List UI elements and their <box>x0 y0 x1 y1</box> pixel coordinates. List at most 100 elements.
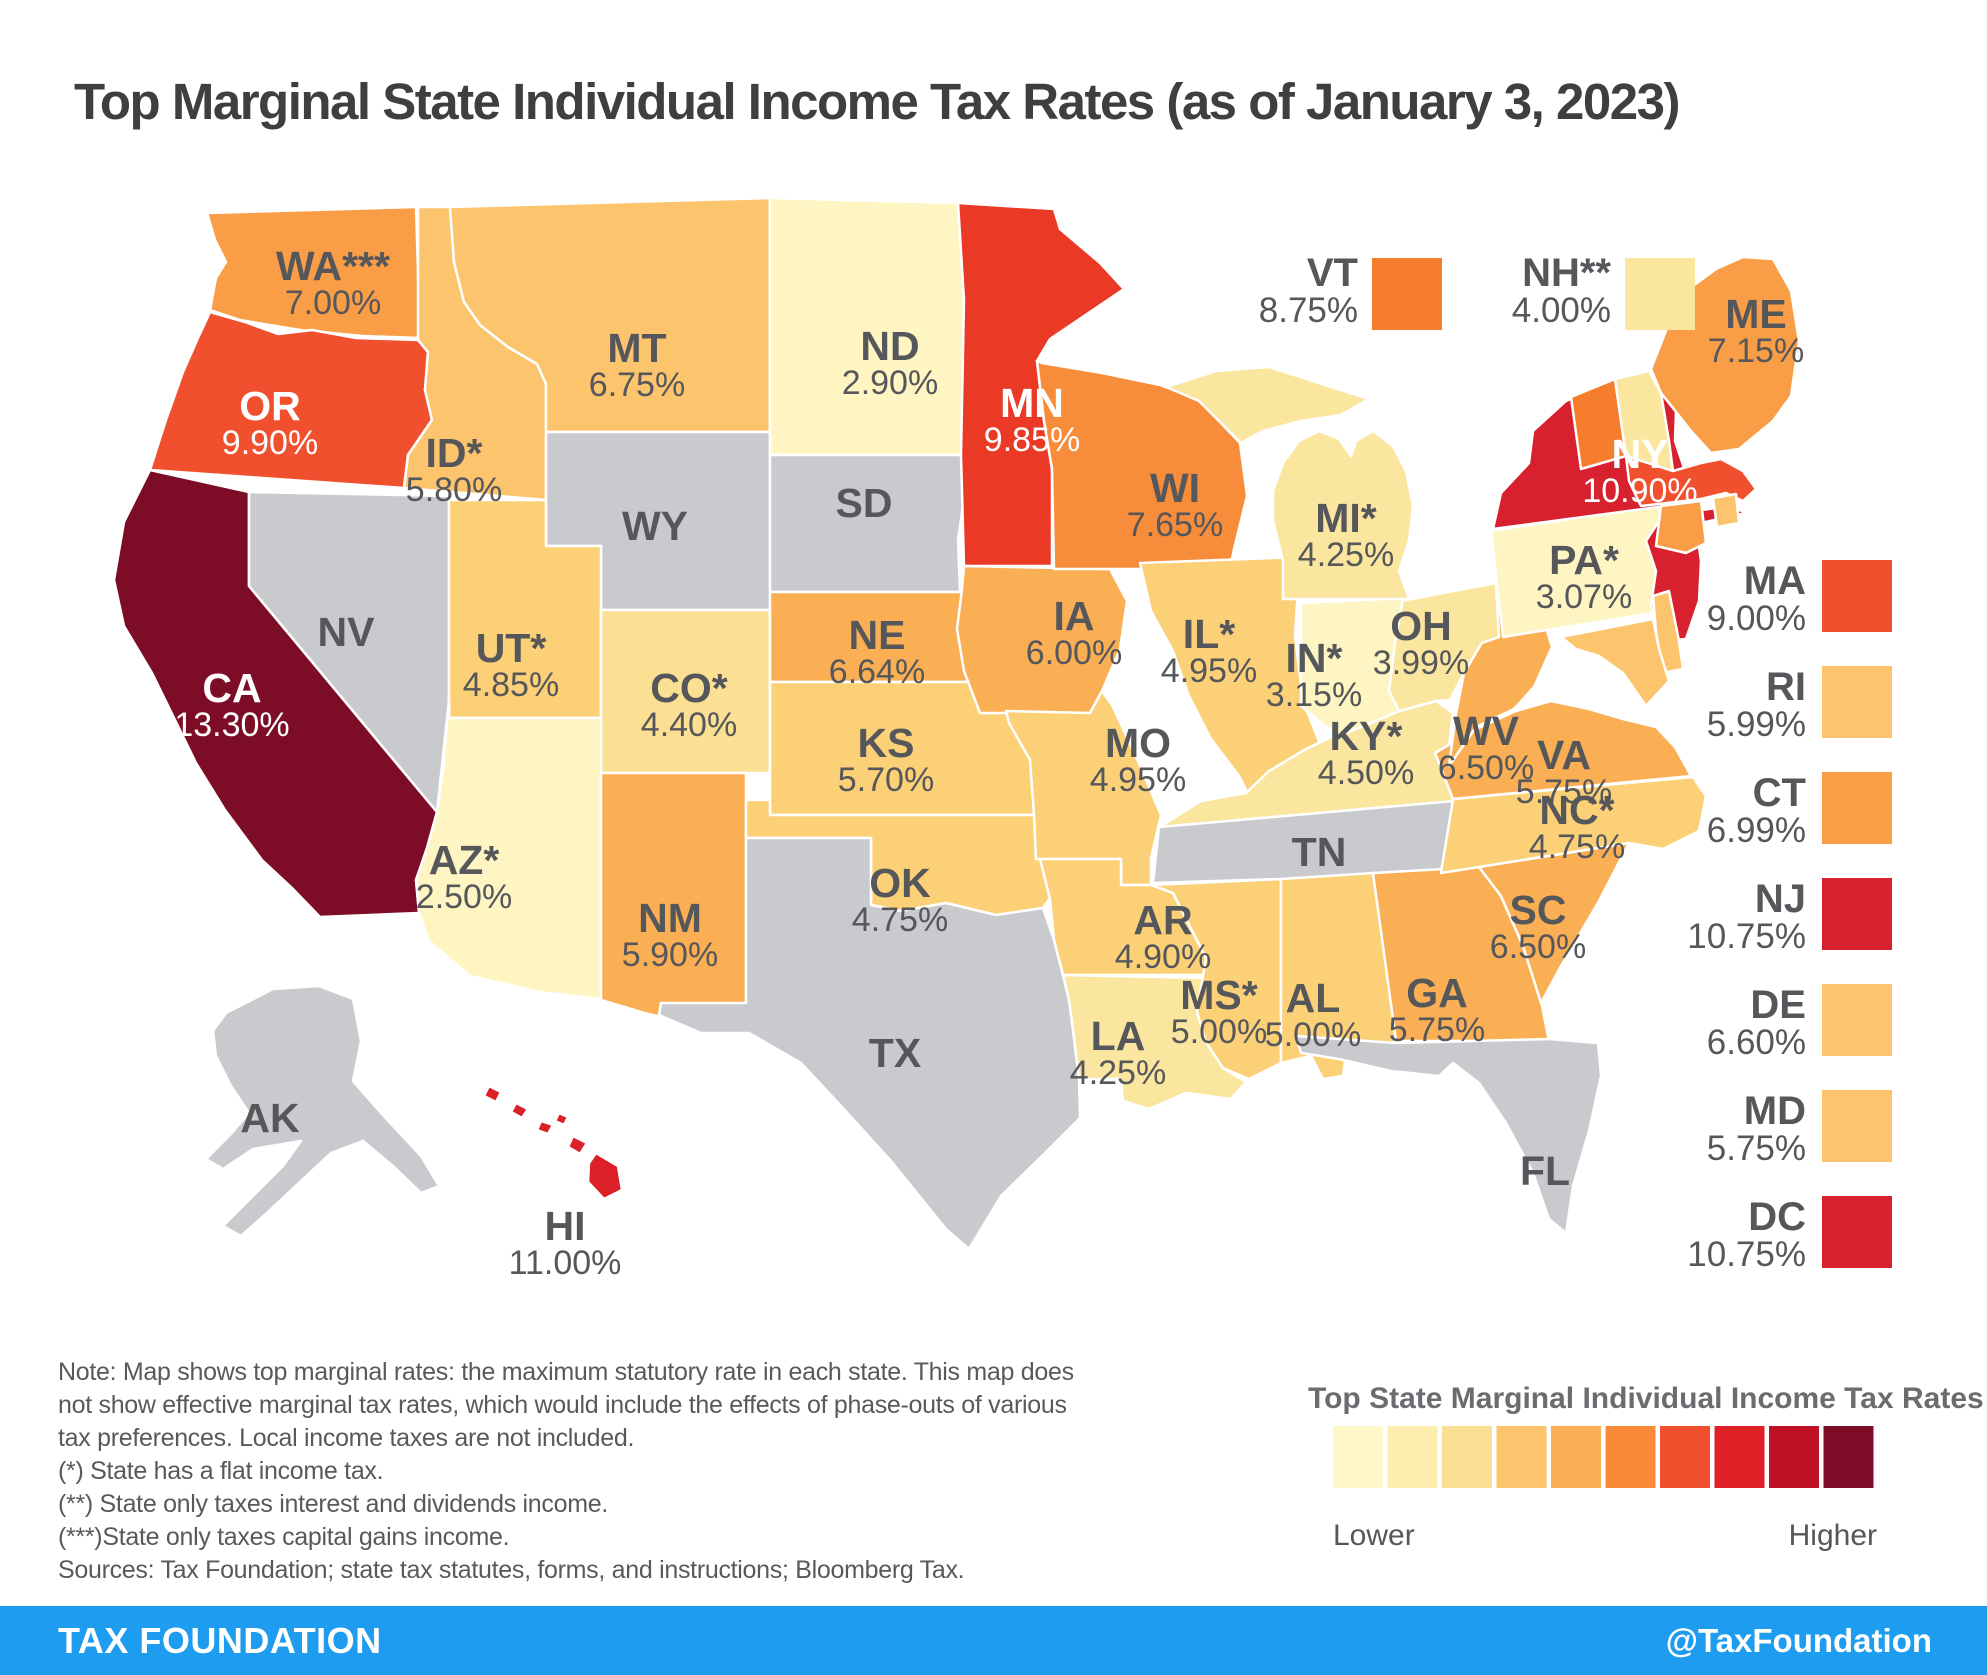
legend-nh-rate: 4.00% <box>1512 291 1611 330</box>
label-sd: SD <box>836 480 893 526</box>
rate-va: 5.75% <box>1516 773 1612 811</box>
label-wv: WV <box>1453 708 1520 754</box>
gradient-swatch-1 <box>1333 1426 1383 1488</box>
label-ny: NY <box>1612 431 1669 477</box>
gradient-lower-label: Lower <box>1333 1519 1415 1552</box>
label-ga: GA <box>1406 970 1468 1016</box>
rate-nc: 4.75% <box>1529 828 1625 866</box>
legend-md-label: MD <box>1744 1089 1806 1133</box>
label-va: VA <box>1537 732 1591 778</box>
state-hi-shape <box>553 1111 570 1127</box>
state-ct-shape <box>1654 499 1708 555</box>
legend-nj-swatch <box>1822 878 1892 950</box>
label-wy: WY <box>622 503 688 549</box>
label-oh: OH <box>1390 603 1452 649</box>
rate-az: 2.50% <box>416 878 512 916</box>
state-mi-shape <box>1271 429 1415 601</box>
rate-mn: 9.85% <box>984 421 1080 459</box>
label-id: ID* <box>426 430 483 476</box>
rate-il: 4.95% <box>1161 652 1257 690</box>
rate-ks: 5.70% <box>838 761 934 799</box>
label-nv: NV <box>318 609 376 655</box>
label-pa: PA* <box>1549 537 1619 583</box>
state-ri-shape <box>1711 492 1741 529</box>
legend-de-rate: 6.60% <box>1707 1023 1806 1062</box>
note-line: not show effective marginal tax rates, w… <box>58 1391 1067 1419</box>
note-line: Sources: Tax Foundation; state tax statu… <box>58 1556 965 1584</box>
rate-me: 7.15% <box>1708 332 1804 370</box>
label-nd: ND <box>860 323 919 369</box>
label-nm: NM <box>638 895 702 941</box>
legend-dc-swatch <box>1822 1196 1892 1268</box>
label-in: IN* <box>1286 635 1343 681</box>
legend-ct-label: CT <box>1753 771 1806 815</box>
gradient-swatch-5 <box>1551 1426 1601 1488</box>
rate-la: 4.25% <box>1070 1054 1166 1092</box>
legend-nh-label: NH** <box>1522 251 1611 295</box>
label-fl: FL <box>1520 1148 1570 1194</box>
label-me: ME <box>1725 291 1787 337</box>
state-hi-shape <box>586 1151 624 1201</box>
rate-ms: 5.00% <box>1171 1013 1267 1051</box>
label-sc: SC <box>1510 887 1567 933</box>
legend-vt-swatch <box>1372 258 1442 330</box>
state-fl-shape <box>1294 1034 1603 1235</box>
label-la: LA <box>1091 1013 1146 1059</box>
label-ms: MS* <box>1180 972 1258 1018</box>
legend-nh-swatch <box>1625 258 1695 330</box>
state-ma-shape <box>1624 454 1758 508</box>
rate-sc: 6.50% <box>1490 928 1586 966</box>
rate-oh: 3.99% <box>1373 644 1469 682</box>
rate-co: 4.40% <box>641 706 737 744</box>
label-mi: MI* <box>1315 495 1377 541</box>
legend-nj-label: NJ <box>1755 877 1806 921</box>
label-al: AL <box>1286 975 1341 1021</box>
state-md-shape <box>1559 617 1671 708</box>
rate-ga: 5.75% <box>1389 1011 1485 1049</box>
legend-de-swatch <box>1822 984 1892 1056</box>
rate-ky: 4.50% <box>1318 754 1414 792</box>
rate-ny: 10.90% <box>1582 472 1697 510</box>
gradient-swatch-4 <box>1496 1426 1547 1488</box>
gradient-legend-title: Top State Marginal Individual Income Tax… <box>1308 1382 1984 1415</box>
gradient-swatch-8 <box>1714 1426 1765 1488</box>
label-wi: WI <box>1150 465 1200 511</box>
legend-md-swatch <box>1822 1090 1892 1162</box>
gradient-swatch-2 <box>1387 1426 1438 1488</box>
legend-md-rate: 5.75% <box>1707 1129 1806 1168</box>
legend-ma-label: MA <box>1744 559 1806 603</box>
label-ky: KY* <box>1330 713 1403 759</box>
brand-logo-text: TAX FOUNDATION <box>58 1619 382 1661</box>
state-hi-shape <box>535 1119 555 1136</box>
state-sc-shape <box>1477 841 1631 1005</box>
state-ak-shape <box>204 984 441 1238</box>
legend-ct-swatch <box>1822 772 1892 844</box>
label-ar: AR <box>1133 897 1192 943</box>
label-ut: UT* <box>476 625 547 671</box>
gradient-swatch-7 <box>1660 1426 1710 1488</box>
label-ia: IA <box>1054 593 1095 639</box>
label-wa: WA*** <box>276 243 390 289</box>
legend-ma-swatch <box>1822 560 1892 632</box>
rate-mt: 6.75% <box>589 366 685 404</box>
rate-or: 9.90% <box>222 424 318 462</box>
state-tx-shape <box>657 836 1082 1251</box>
rate-ut: 4.85% <box>463 666 559 704</box>
label-nc: NC* <box>1539 787 1614 833</box>
gradient-higher-label: Higher <box>1789 1519 1877 1552</box>
label-co: CO* <box>650 665 728 711</box>
legend-ma-rate: 9.00% <box>1707 599 1806 638</box>
state-hi-shape <box>482 1084 503 1104</box>
legend-dc-label: DC <box>1748 1195 1806 1239</box>
label-mo: MO <box>1105 720 1171 766</box>
rate-wa: 7.00% <box>285 284 381 322</box>
note-line: tax preferences. Local income taxes are … <box>58 1424 635 1452</box>
gradient-swatch-6 <box>1605 1426 1656 1488</box>
label-tn: TN <box>1292 829 1347 875</box>
label-tx: TX <box>869 1030 921 1076</box>
note-line: (**) State only taxes interest and divid… <box>58 1490 608 1518</box>
legend-ri-label: RI <box>1766 665 1806 709</box>
state-nc-shape <box>1439 775 1708 875</box>
footer-bar: TAX FOUNDATION @TaxFoundation <box>0 1606 1987 1675</box>
